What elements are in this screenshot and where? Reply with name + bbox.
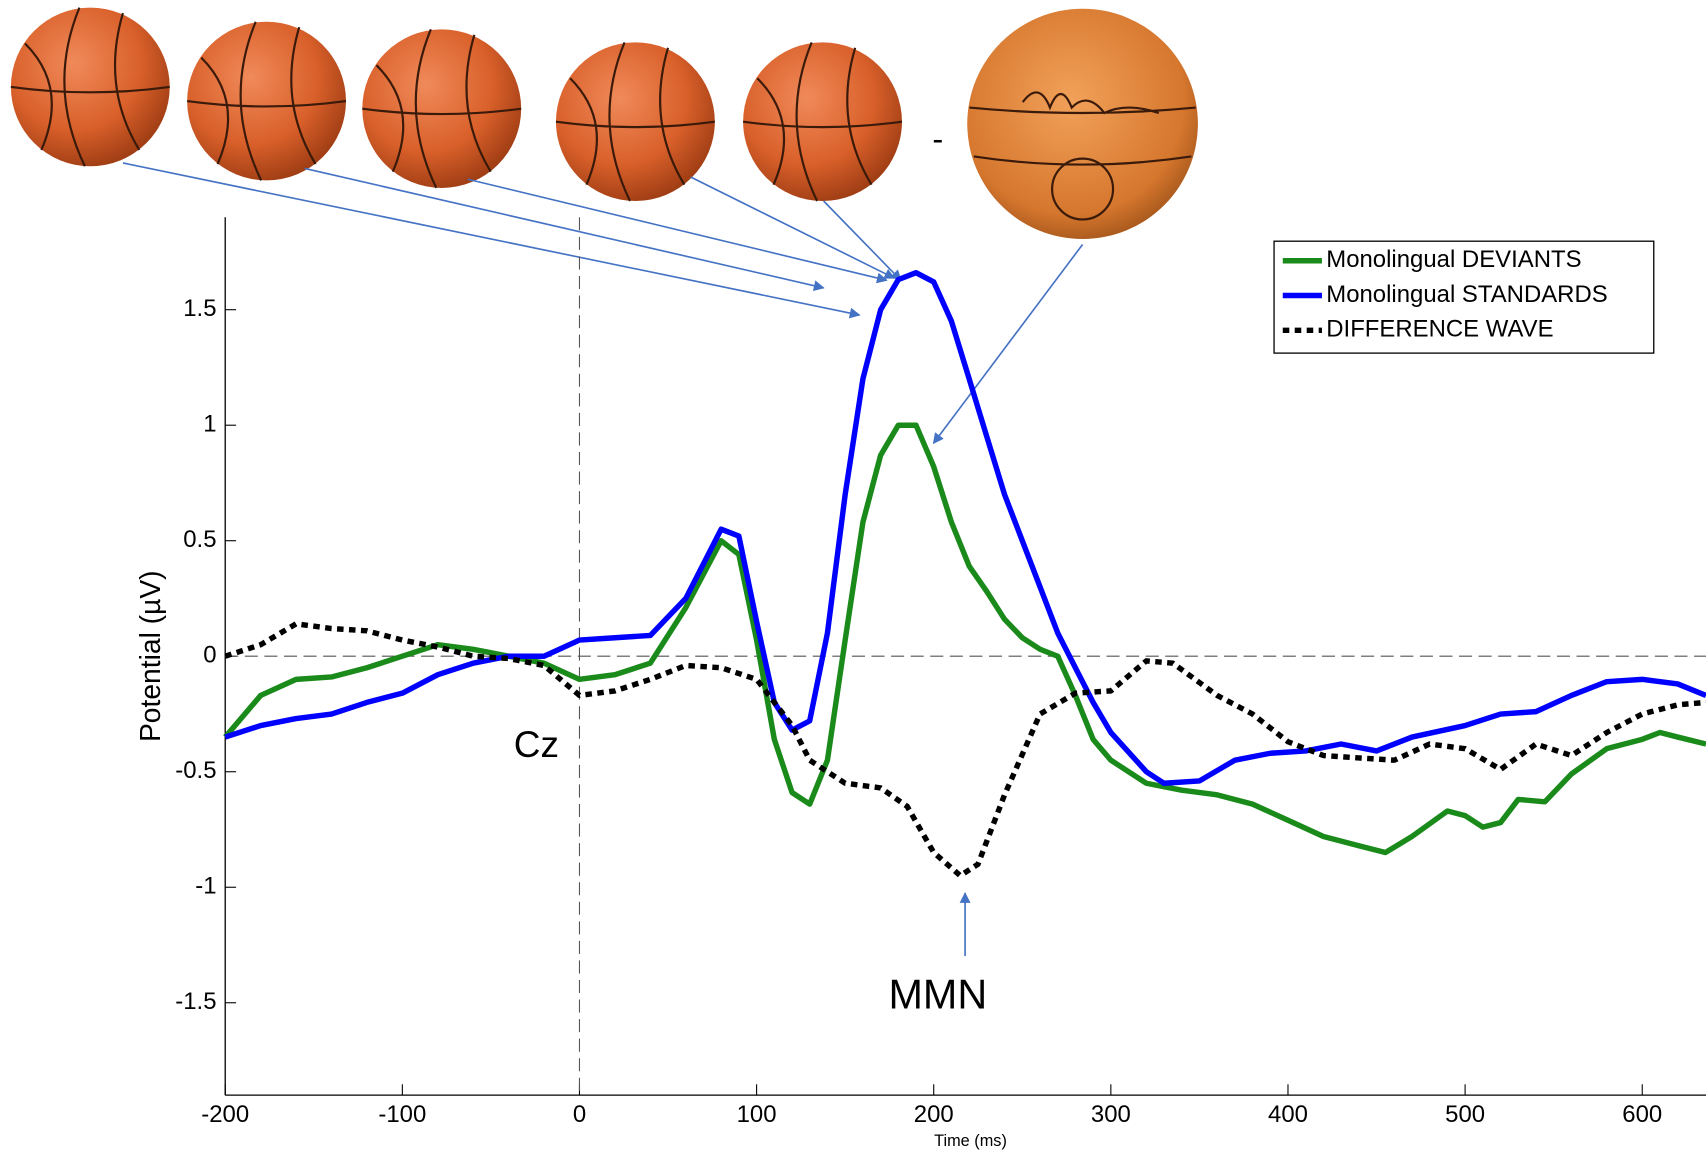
arrows (122, 162, 1084, 957)
legend-box (1273, 240, 1655, 354)
x-tick-label: 600 (1622, 1101, 1662, 1128)
x-axis-label: Time (ms) (934, 1132, 1007, 1150)
x-tick-label: -200 (201, 1101, 249, 1128)
y-tick-label: 0.5 (183, 526, 216, 553)
plot-area: -1.5 -1 -0.5 0 0.5 1 1.5 -200 -100 0 100 200 300 400 5… (175, 217, 1706, 1128)
legend-label: DIFFERENCE WAVE (1326, 316, 1553, 343)
y-tick-label: -1.5 (175, 988, 216, 1015)
annotation-cz: Cz (514, 724, 559, 765)
y-tick-label: -1 (195, 873, 216, 900)
x-tick-label: 0 (573, 1101, 586, 1128)
x-tick-label: 100 (737, 1101, 777, 1128)
minus-sign: - (932, 120, 943, 157)
data-line (224, 621, 1706, 879)
y-tick-label: 1.5 (183, 295, 216, 322)
y-axis-label: Potential (µV) (134, 570, 166, 742)
legend-label: Monolingual DEVIANTS (1326, 246, 1581, 273)
x-tick-label: -100 (378, 1101, 426, 1128)
x-tick-label: 200 (914, 1101, 954, 1128)
y-tick-label: 0 (203, 642, 216, 669)
legend: Monolingual DEVIANTS Monolingual STANDARD… (1273, 240, 1655, 354)
data-line (224, 269, 1706, 786)
data-line (223, 422, 1706, 856)
legend-label: Monolingual STANDARDS (1326, 281, 1607, 308)
x-tick-label: 300 (1091, 1101, 1131, 1128)
x-tick-label: 400 (1268, 1101, 1308, 1128)
x-tick-label: 500 (1445, 1101, 1485, 1128)
y-tick-label: 1 (203, 411, 216, 438)
basketballs (10, 7, 1198, 240)
y-tick-label: -0.5 (175, 757, 216, 784)
annotation-mmn: MMN (889, 971, 988, 1017)
